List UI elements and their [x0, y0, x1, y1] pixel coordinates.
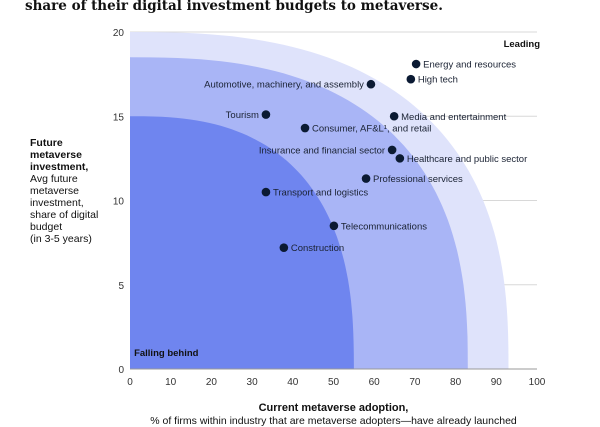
data-point	[300, 123, 310, 133]
x-tick-label: 60	[369, 377, 381, 388]
y-axis-title: Future metaverse investment,	[30, 137, 89, 173]
y-axis-sub-4: budget	[30, 221, 63, 233]
data-point-label: Telecommunications	[341, 221, 427, 232]
x-axis-label: Current metaverse adoption, % of firms w…	[0, 402, 600, 427]
data-point-label: Construction	[291, 243, 344, 254]
data-point-label: Professional services	[373, 174, 463, 185]
data-point	[389, 111, 399, 121]
data-point-label: Tourism	[226, 110, 259, 121]
y-axis-label: Future metaverse investment, Avg future …	[30, 137, 100, 245]
x-axis-title: Current metaverse adoption,	[258, 402, 409, 414]
x-tick-label: 80	[450, 377, 462, 388]
data-point	[411, 59, 421, 69]
x-axis-subtitle: % of firms within industry that are meta…	[150, 415, 517, 427]
data-point	[395, 154, 405, 163]
x-tick-label: 90	[491, 377, 503, 388]
data-point	[366, 79, 376, 89]
x-tick-label: 0	[127, 377, 133, 388]
y-axis-sub-1: metaverse	[30, 185, 80, 197]
data-point	[387, 145, 397, 155]
y-tick-label: 10	[113, 197, 125, 208]
x-tick-label: 70	[409, 377, 421, 388]
zone-band-2	[130, 116, 354, 369]
data-point-label: Transport and logistics	[273, 188, 368, 199]
y-axis-sub-2: investment,	[30, 197, 84, 209]
data-point-label: Insurance and financial sector	[259, 145, 385, 156]
data-point-label: Energy and resources	[423, 60, 516, 71]
y-axis-sub-0: Avg future	[30, 173, 78, 185]
data-point-label: Healthcare and public sector	[407, 154, 527, 165]
y-axis-sub-5: (in 3-5 years)	[30, 233, 92, 245]
y-tick-label: 15	[113, 112, 125, 123]
data-point	[279, 243, 289, 252]
x-tick-label: 20	[206, 377, 218, 388]
data-point-label: High tech	[418, 75, 458, 86]
zone-label-falling-behind: Falling behind	[134, 348, 199, 359]
chart-title: share of their digital investment budget…	[25, 0, 443, 14]
data-point	[261, 110, 271, 119]
x-tick-label: 50	[328, 377, 340, 388]
data-point	[261, 187, 271, 197]
zone-label-leading: Leading	[504, 39, 541, 50]
x-tick-label: 40	[287, 377, 299, 388]
y-tick-label: 5	[118, 281, 124, 292]
x-tick-label: 10	[165, 377, 177, 388]
data-point	[329, 221, 339, 231]
data-point-label: Media and entertainment	[401, 112, 506, 123]
data-point	[361, 174, 371, 183]
y-axis-sub-3: share of digital	[30, 209, 99, 221]
data-point	[406, 74, 416, 84]
y-tick-label: 0	[118, 365, 124, 376]
x-tick-label: 30	[247, 377, 259, 388]
y-tick-label: 20	[113, 28, 125, 39]
data-point-label: Automotive, machinery, and assembly	[204, 80, 364, 91]
data-point-label: Consumer, AF&L¹, and retail	[312, 124, 431, 135]
x-tick-label: 100	[529, 377, 546, 388]
